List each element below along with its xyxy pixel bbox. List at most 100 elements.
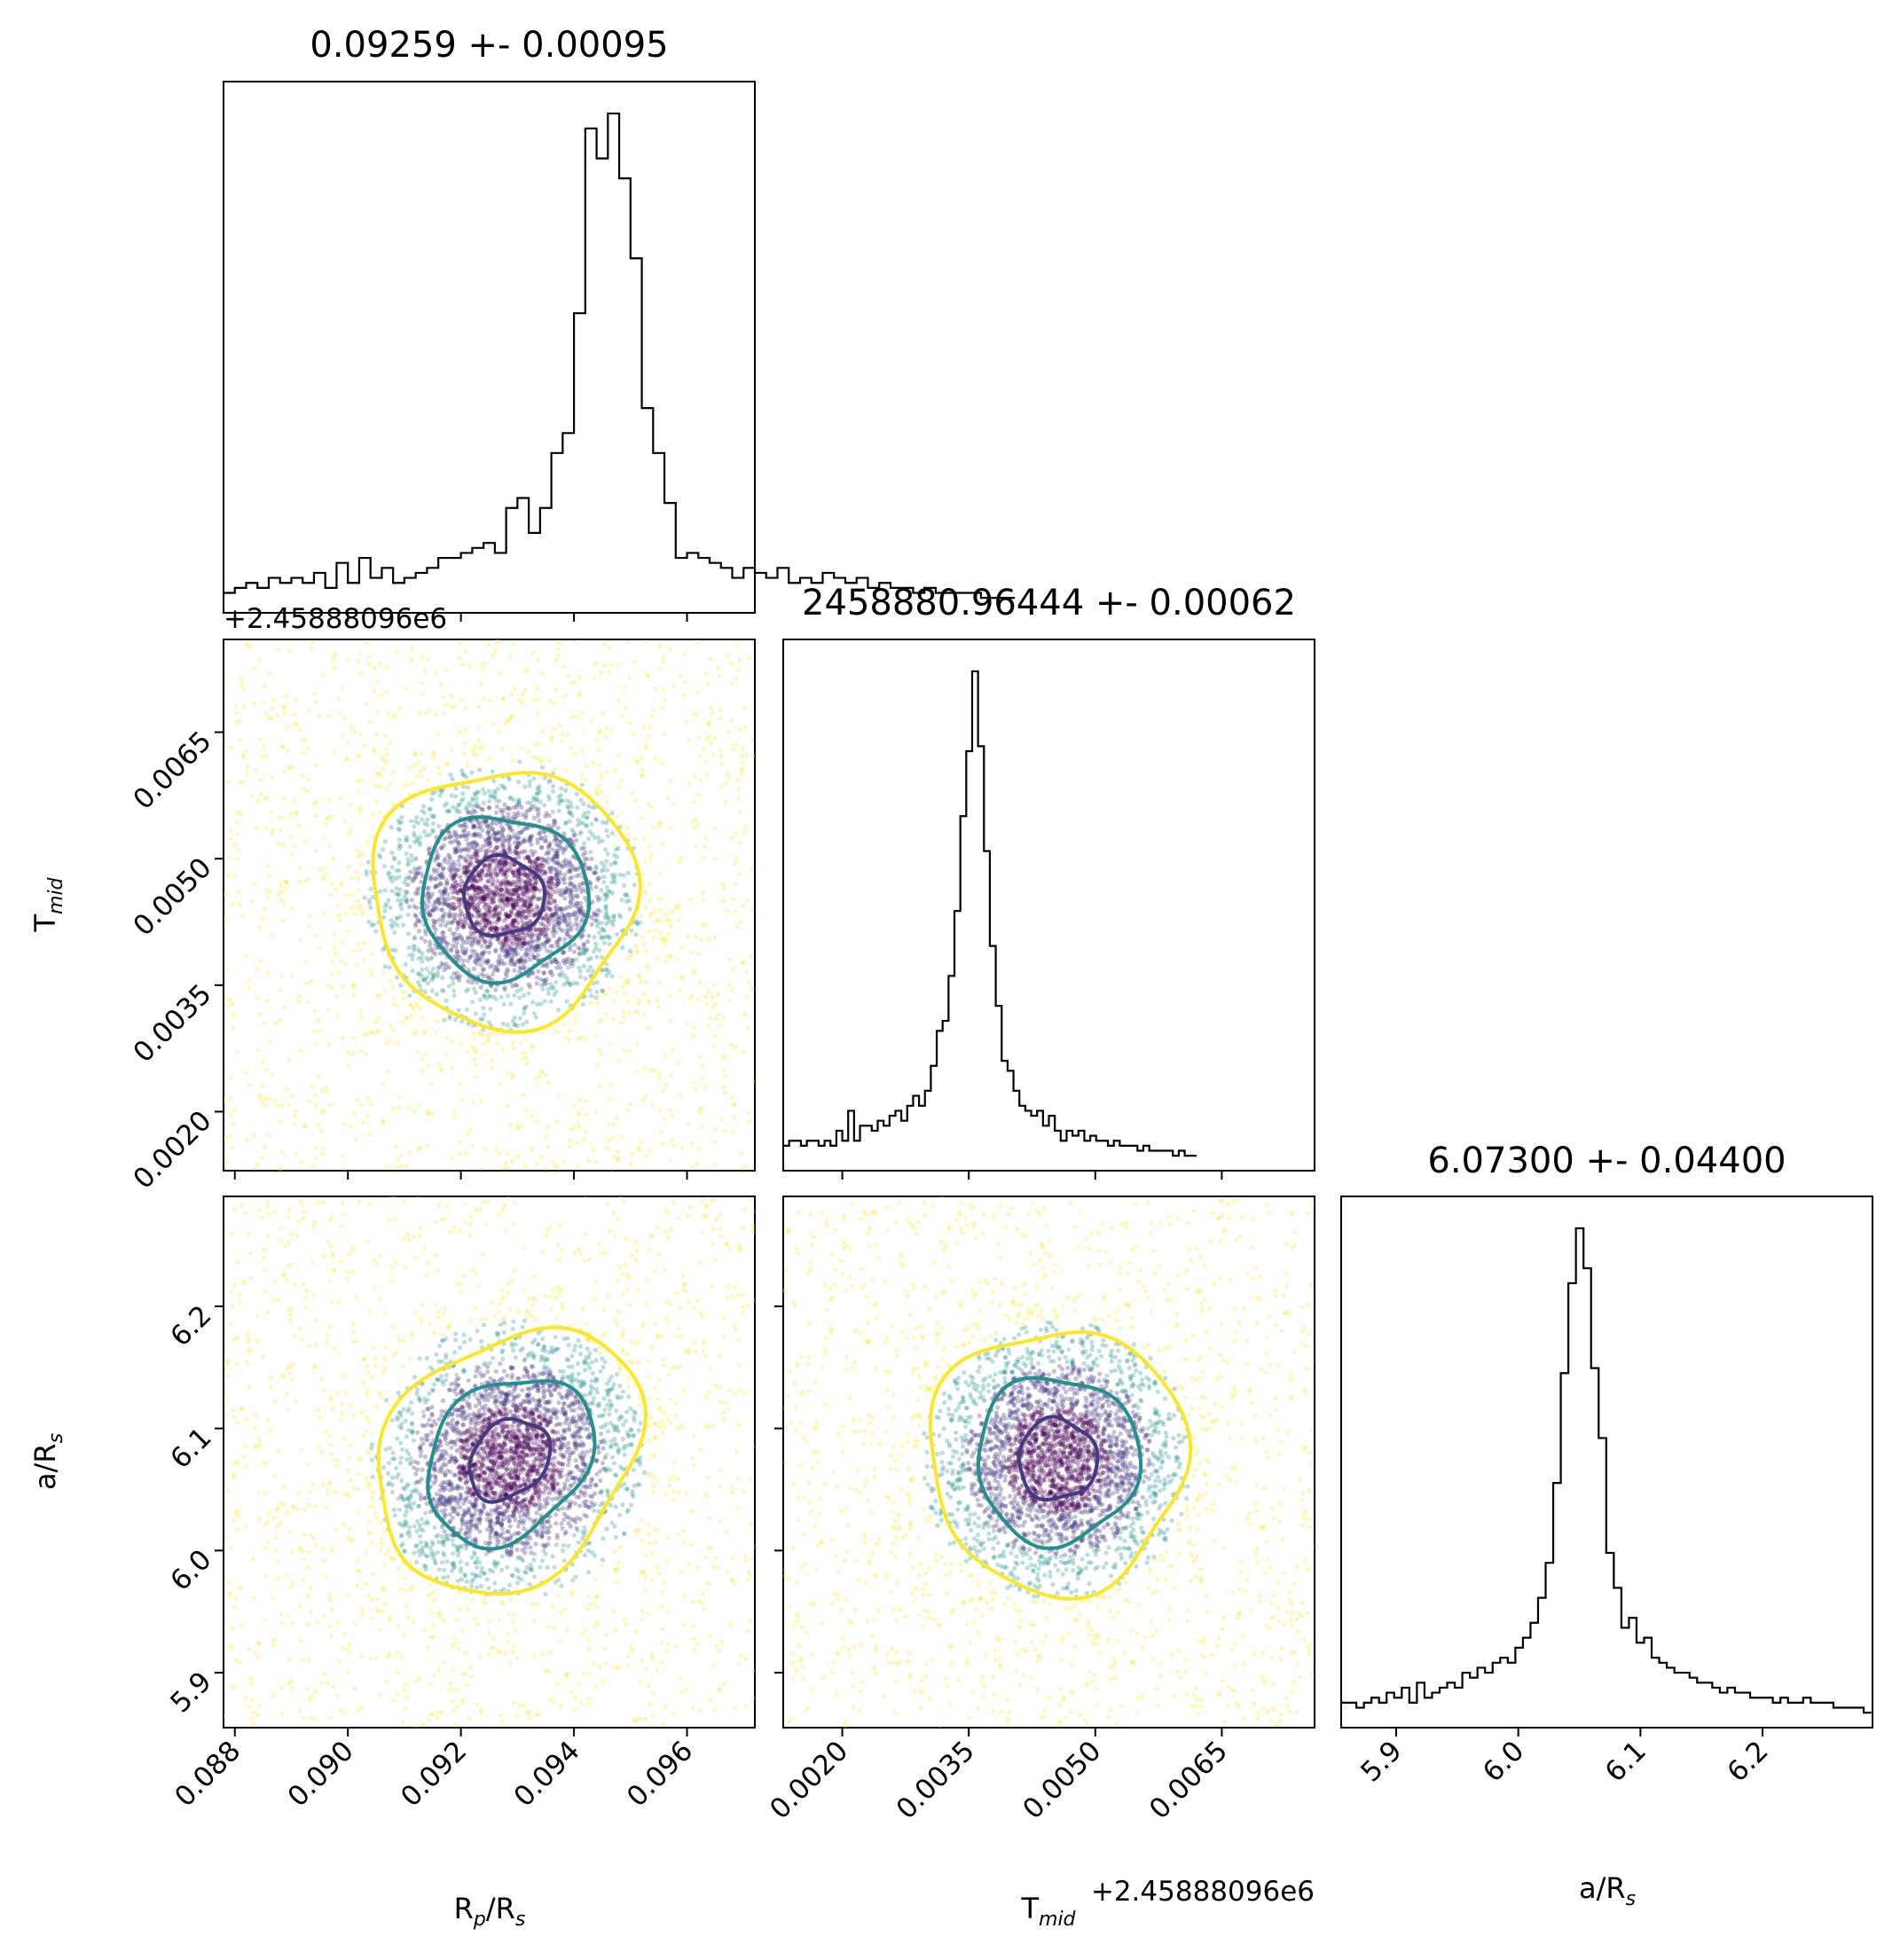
scatter-point	[655, 955, 660, 960]
scatter-point	[636, 1428, 641, 1433]
scatter-point	[606, 919, 611, 924]
scatter-point	[584, 1112, 590, 1117]
scatter-point	[285, 1086, 290, 1092]
scatter-point	[688, 1509, 695, 1514]
scatter-point	[312, 1007, 318, 1014]
scatter-point	[569, 927, 574, 932]
scatter-point	[480, 866, 486, 872]
scatter-point	[417, 949, 422, 954]
scatter-point	[314, 1145, 319, 1150]
scatter-point	[425, 656, 430, 662]
scatter-point	[735, 667, 742, 672]
scatter-point	[500, 906, 506, 912]
scatter-point	[486, 920, 491, 926]
scatter-point	[548, 913, 554, 919]
scatter-point	[370, 895, 375, 900]
scatter-point	[425, 981, 430, 986]
scatter-point	[589, 717, 594, 723]
scatter-point	[460, 938, 466, 945]
scatter-point	[564, 960, 570, 965]
scatter-point	[477, 873, 483, 878]
scatter-point	[478, 913, 483, 918]
scatter-point	[261, 700, 266, 705]
scatter-point	[483, 819, 489, 825]
scatter-point	[502, 802, 507, 807]
scatter-point	[505, 923, 510, 929]
scatter-point	[621, 873, 627, 878]
scatter-point	[592, 1602, 597, 1607]
scatter-point	[475, 804, 480, 809]
scatter-point	[505, 913, 510, 919]
scatter-point	[507, 862, 513, 867]
scatter-point	[366, 898, 372, 903]
scatter-point	[451, 1225, 457, 1230]
scatter-point	[505, 1282, 511, 1287]
scatter-point	[557, 839, 562, 844]
scatter-point	[566, 923, 571, 929]
scatter-point	[490, 827, 496, 832]
scatter-point	[392, 929, 397, 935]
scatter-point	[300, 1549, 305, 1555]
scatter-point	[524, 940, 530, 945]
scatter-point	[457, 977, 462, 983]
scatter-point	[481, 1054, 486, 1059]
scatter-point	[643, 745, 648, 750]
scatter-point	[692, 968, 697, 973]
scatter-point	[422, 989, 428, 994]
scatter-point	[442, 891, 447, 897]
scatter-point	[451, 954, 457, 960]
scatter-point	[476, 872, 482, 878]
scatter-point	[691, 970, 696, 976]
scatter-point	[571, 949, 577, 954]
scatter-point	[301, 772, 306, 779]
scatter-point	[478, 1016, 483, 1022]
scatter-point	[306, 1657, 312, 1662]
scatter-point	[513, 848, 518, 853]
scatter-point	[425, 1645, 430, 1650]
scatter-point	[507, 835, 513, 841]
scatter-point	[246, 977, 252, 983]
scatter-point	[277, 1520, 283, 1525]
scatter-point	[436, 1315, 442, 1321]
scatter-point	[334, 1528, 339, 1533]
scatter-point	[264, 1204, 270, 1210]
scatter-point	[541, 916, 546, 921]
scatter-point	[729, 680, 734, 686]
scatter-point	[596, 835, 601, 840]
scatter-point	[681, 1540, 687, 1545]
scatter-point	[722, 1090, 727, 1096]
scatter-point	[584, 823, 589, 828]
scatter-point	[686, 1121, 691, 1126]
scatter-point	[550, 913, 555, 919]
scatter-point	[534, 1162, 539, 1167]
scatter-point	[522, 872, 528, 877]
scatter-point	[669, 953, 674, 959]
scatter-point	[546, 796, 553, 802]
scatter-point	[730, 1556, 735, 1561]
scatter-point	[531, 755, 537, 760]
scatter-point	[580, 887, 585, 892]
scatter-point	[540, 857, 546, 863]
scatter-point	[270, 832, 275, 837]
scatter-point	[343, 757, 349, 763]
scatter-point	[734, 677, 739, 682]
scatter-point	[467, 954, 473, 960]
scatter-point	[550, 1288, 556, 1293]
scatter-point	[572, 910, 577, 915]
scatter-point	[370, 1375, 375, 1380]
scatter-point	[494, 821, 499, 827]
scatter-point	[459, 912, 465, 917]
scatter-point	[547, 906, 553, 912]
scatter-point	[546, 1080, 552, 1086]
scatter-point	[546, 794, 552, 799]
scatter-point	[597, 1351, 602, 1356]
scatter-point	[524, 1019, 530, 1024]
scatter-point	[505, 949, 510, 954]
scatter-point	[550, 847, 555, 852]
scatter-point	[553, 687, 559, 693]
scatter-point	[525, 876, 531, 882]
scatter-point	[516, 898, 522, 905]
scatter-point	[449, 1643, 454, 1649]
scatter-point	[313, 848, 318, 853]
scatter-point	[492, 890, 498, 896]
